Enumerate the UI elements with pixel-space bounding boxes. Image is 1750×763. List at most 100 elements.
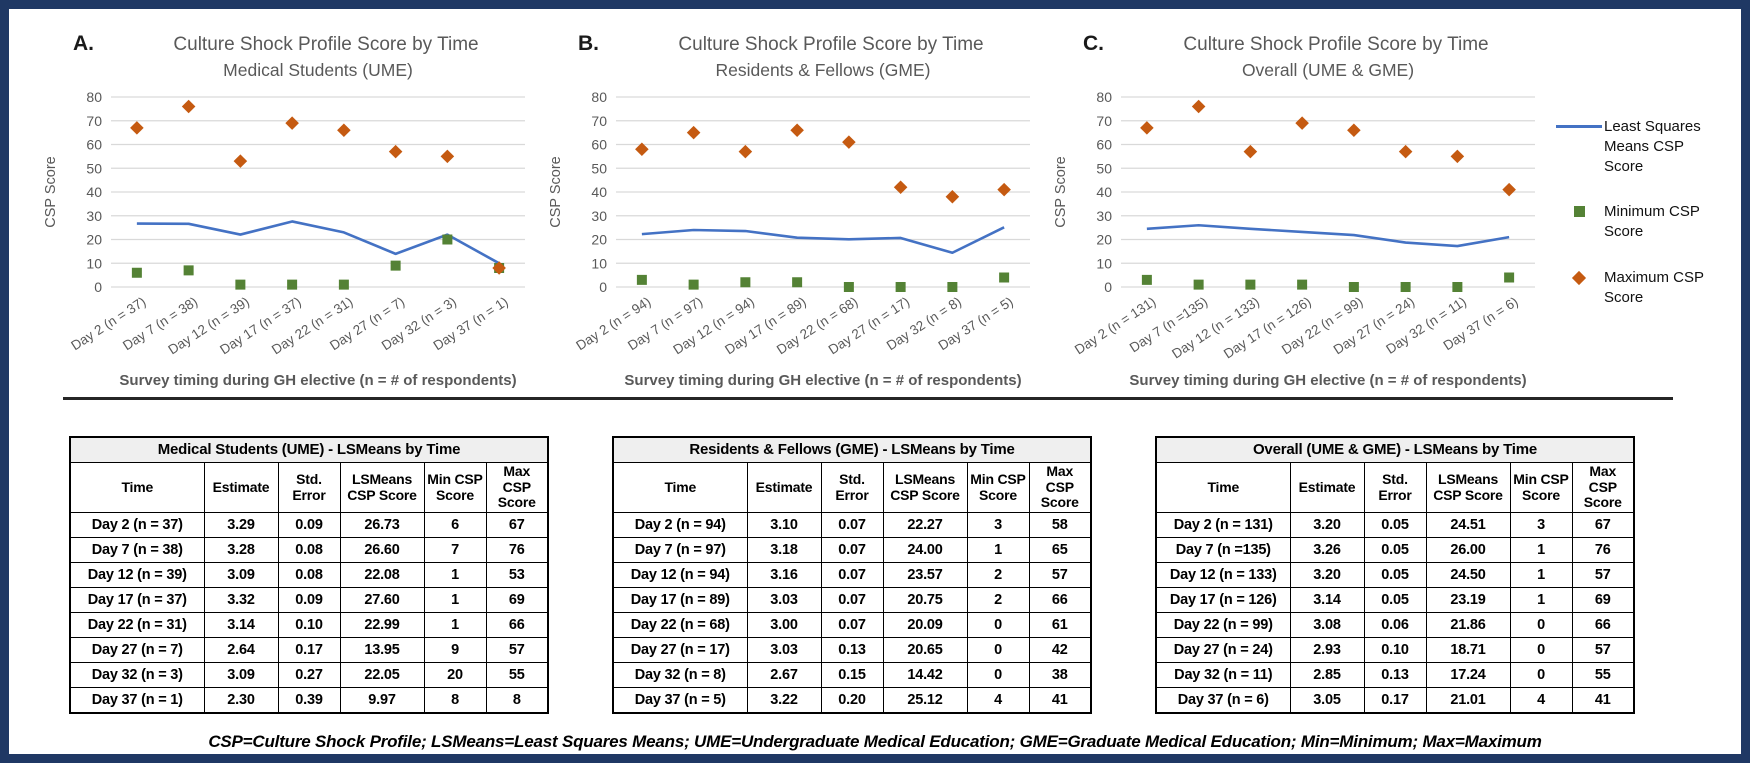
table-cell: 8 (485, 687, 549, 714)
chart-title: Culture Shock Profile Score by Time (1183, 34, 1488, 55)
table-cell: 53 (485, 562, 549, 589)
table-cell: 18.71 (1425, 637, 1511, 664)
table-cell: 3.20 (1289, 562, 1365, 589)
table-cell: 3.28 (203, 537, 279, 564)
table-row: Day 7 (n = 97) 3.18 0.07 24.00 1 65 (612, 537, 1092, 564)
table-header-row: Time Estimate Std. Error LSMeans CSP Score M… (69, 461, 549, 514)
table-cell: 66 (1028, 587, 1092, 614)
table-cell: 20 (423, 662, 487, 689)
max-marker (842, 135, 856, 149)
x-tick-label: Day 12 (n = 133) (1169, 294, 1262, 362)
max-marker (388, 144, 403, 159)
table-cell: 27.60 (339, 587, 425, 614)
lsmeans-line (136, 220, 500, 265)
x-axis-title: Survey timing during GH elective (n = # … (119, 372, 516, 389)
max-marker (1243, 144, 1258, 159)
column-header: LSMeans CSP Score (882, 461, 968, 514)
min-marker (338, 279, 349, 290)
min-marker (287, 279, 298, 290)
min-marker (235, 279, 246, 290)
table-cell: 0.15 (820, 662, 884, 689)
table-title: Residents & Fellows (GME) - LSMeans by T… (612, 436, 1092, 463)
min-marker (947, 282, 958, 292)
table-residents-fellows-gme: Residents & Fellows (GME) - LSMeans by T… (612, 436, 1092, 715)
table-cell: 66 (485, 612, 549, 639)
y-tick-label: 10 (591, 255, 607, 271)
min-marker (1452, 282, 1463, 292)
table-cell: 3.20 (1289, 512, 1365, 539)
column-header: Estimate (746, 461, 822, 514)
y-tick-label: 50 (591, 160, 607, 176)
column-header: Time (1155, 461, 1291, 514)
table-cell: 26.00 (1425, 537, 1511, 564)
table-cell: 20.09 (882, 612, 968, 639)
table-row: Day 12 (n = 94) 3.16 0.07 23.57 2 57 (612, 562, 1092, 589)
table-cell: 55 (485, 662, 549, 689)
max-marker (492, 261, 506, 275)
chart-title: Culture Shock Profile Score by Time (173, 34, 478, 55)
max-marker (945, 189, 960, 204)
y-tick-label: 60 (591, 137, 607, 153)
column-header: Estimate (203, 461, 279, 514)
chart-panel-a: 0 10 20 30 40 50 60 70 80 A. Culture Shock Profile… (33, 19, 538, 397)
y-tick-label: 70 (591, 113, 607, 129)
max-marker (635, 142, 649, 157)
min-marker (895, 282, 906, 292)
table-cell: 2 (966, 587, 1030, 614)
y-tick-label: 50 (86, 160, 102, 176)
max-marker (997, 182, 1011, 197)
table-cell: 22.05 (339, 662, 425, 689)
table-title: Medical Students (UME) - LSMeans by Time (69, 436, 549, 463)
chart-subtitle: Residents & Fellows (GME) (716, 60, 931, 80)
table-row: Day 7 (n = 38) 3.28 0.08 26.60 7 76 (69, 537, 549, 564)
y-tick-label: 0 (599, 279, 607, 295)
table-cell: 3.29 (203, 512, 279, 539)
table-title-row: Overall (UME & GME) - LSMeans by Time (1155, 436, 1635, 463)
table-cell: 57 (1571, 562, 1635, 589)
y-tick-label: 40 (591, 184, 607, 200)
table-cell: 3.14 (1289, 587, 1365, 614)
min-marker (183, 265, 194, 276)
max-marker (686, 125, 701, 140)
table-row: Day 7 (n =135) 3.26 0.05 26.00 1 76 (1155, 537, 1635, 564)
table-row: Day 17 (n = 126) 3.14 0.05 23.19 1 69 (1155, 587, 1635, 614)
max-marker (1398, 144, 1413, 159)
table-cell: 1 (1509, 562, 1573, 589)
table-cell: Day 37 (n = 6) (1155, 687, 1291, 714)
min-marker (999, 272, 1010, 283)
table-title: Overall (UME & GME) - LSMeans by Time (1155, 436, 1635, 463)
table-cell: 0.27 (277, 662, 341, 689)
table-row: Day 22 (n = 99) 3.08 0.06 21.86 0 66 (1155, 612, 1635, 639)
legend-item: Least Squares Means CSP Score (1556, 117, 1726, 176)
chart-subtitle: Medical Students (UME) (223, 60, 413, 80)
table-cell: 57 (1571, 637, 1635, 664)
table-row: Day 27 (n = 24) 2.93 0.10 18.71 0 57 (1155, 637, 1635, 664)
y-tick-label: 60 (86, 137, 102, 153)
table-cell: 0.05 (1363, 562, 1427, 589)
y-tick-label: 30 (1096, 208, 1112, 224)
table-cell: Day 22 (n = 99) (1155, 612, 1291, 639)
table-cell: 25.12 (882, 687, 968, 714)
table-cell: 3.05 (1289, 687, 1365, 714)
x-axis-title: Survey timing during GH elective (n = # … (1129, 372, 1526, 389)
max-marker (1502, 182, 1516, 197)
table-cell: 6 (423, 512, 487, 539)
table-cell: Day 2 (n = 37) (69, 512, 205, 539)
section-divider (63, 397, 1673, 400)
table-row: Day 22 (n = 31) 3.14 0.10 22.99 1 66 (69, 612, 549, 639)
chart-svg: 0 10 20 30 40 50 60 70 80 A. Culture Shock Profile… (43, 32, 525, 389)
min-marker (442, 234, 453, 245)
y-tick-label: 80 (591, 89, 607, 105)
table-cell: 3 (966, 512, 1030, 539)
table-cell: 3.26 (1289, 537, 1365, 564)
table-cell: 7 (423, 537, 487, 564)
table-cell: 66 (1571, 612, 1635, 639)
min-marker (1193, 279, 1204, 290)
table-cell: 67 (485, 512, 549, 539)
min-marker (1141, 274, 1152, 285)
max-marker (1140, 121, 1154, 135)
table-cell: Day 7 (n =135) (1155, 537, 1291, 564)
table-cell: 76 (1571, 537, 1635, 564)
table-cell: 0.08 (277, 562, 341, 589)
table-header-row: Time Estimate Std. Error LSMeans CSP Score M… (1155, 461, 1635, 514)
